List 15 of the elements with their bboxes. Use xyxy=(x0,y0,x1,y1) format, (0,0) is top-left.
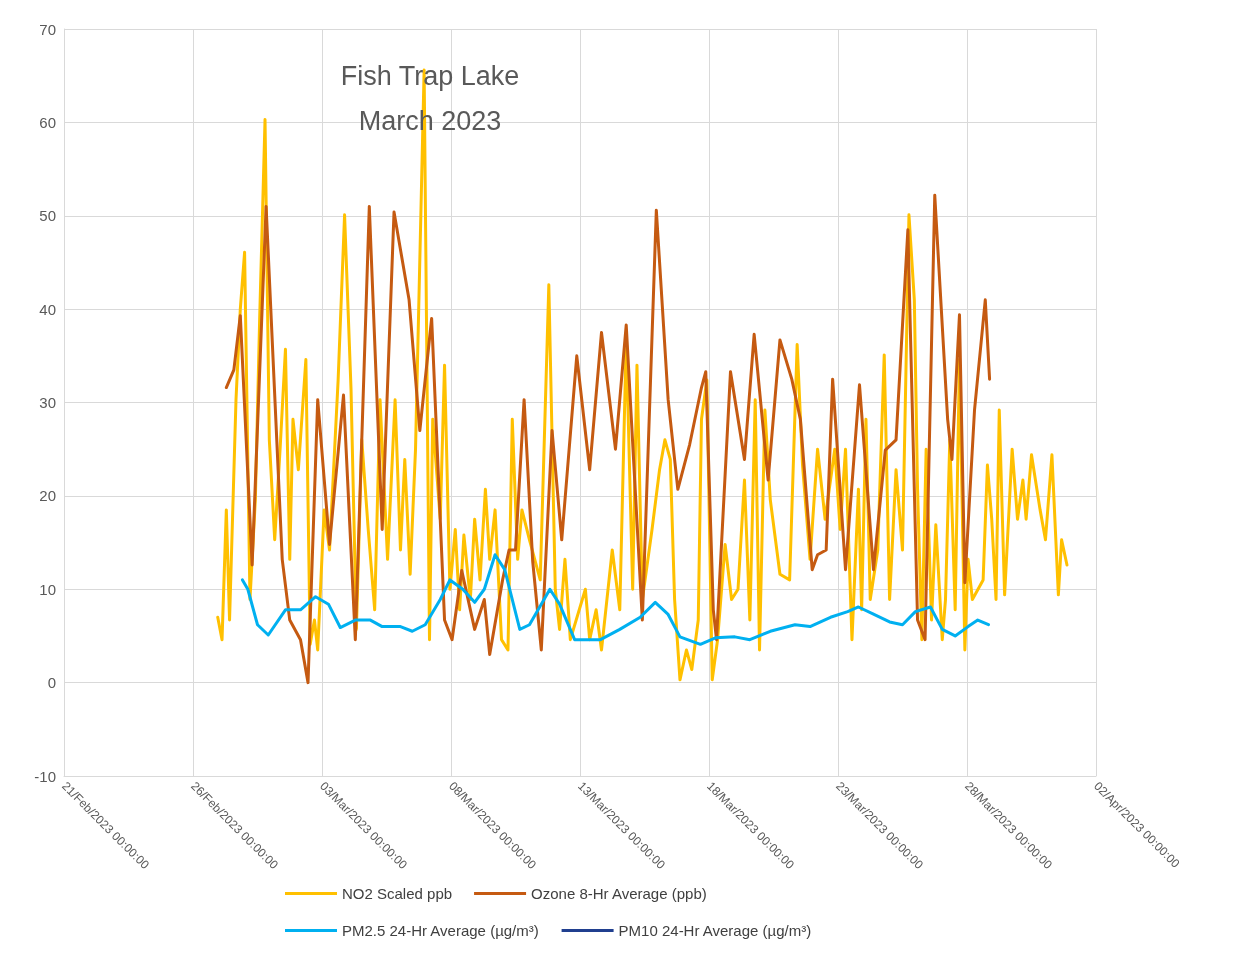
y-tick-label: -10 xyxy=(34,767,56,785)
y-tick-label: 0 xyxy=(47,674,56,692)
y-tick-label: 20 xyxy=(39,487,56,505)
y-tick-label: 70 xyxy=(39,20,56,38)
y-tick-label: 50 xyxy=(39,207,56,225)
legend-label: Ozone 8-Hr Average (ppb) xyxy=(531,885,707,902)
line-series xyxy=(240,553,990,646)
legend-label: PM2.5 24-Hr Average (µg/m³) xyxy=(342,922,539,939)
legend-label: NO2 Scaled ppb xyxy=(342,885,453,902)
y-tick-label: 40 xyxy=(39,300,56,318)
line-series xyxy=(224,193,992,685)
y-tick-label: 10 xyxy=(39,580,56,598)
y-tick-label: 60 xyxy=(39,113,56,131)
legend-label: PM10 24-Hr Average (µg/m³) xyxy=(618,922,812,939)
y-tick-label: 30 xyxy=(39,394,56,411)
